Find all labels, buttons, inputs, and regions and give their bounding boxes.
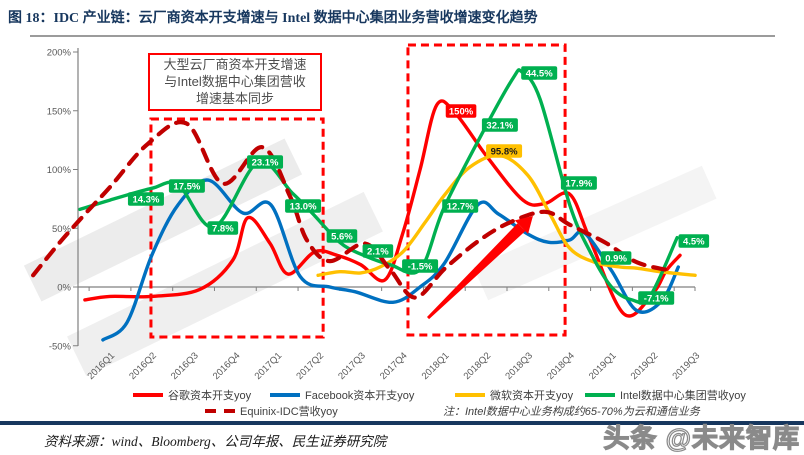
- annotation-line: 大型云厂商资本开支增速: [163, 57, 307, 72]
- data-label-badge: [486, 144, 523, 158]
- microsoft-line-sample: [455, 393, 485, 397]
- legend-label: Intel数据中心集团营收yoy: [620, 390, 746, 402]
- data-label-badge: [445, 104, 477, 118]
- x-axis-label: 2019Q3: [670, 350, 702, 382]
- data-label-badge: [560, 176, 597, 190]
- data-label-text: 23.1%: [252, 157, 279, 168]
- data-label-text: 4.5%: [683, 236, 705, 247]
- data-label-text: 14.3%: [132, 194, 159, 205]
- google-line-sample: [133, 393, 163, 397]
- trend-arrow-shaft: [426, 223, 526, 320]
- x-axis-label: 2018Q3: [503, 350, 535, 382]
- data-label-badge: [442, 199, 479, 213]
- data-label-badge: [678, 234, 710, 248]
- data-label-badge: [168, 179, 205, 193]
- x-axis-label: 2016Q1: [85, 350, 117, 382]
- data-label-text: 95.8%: [491, 146, 518, 157]
- data-label-text: 2.1%: [367, 246, 389, 257]
- annotation-line: 增速基本同步: [195, 90, 274, 106]
- data-label-badge: [481, 118, 518, 132]
- x-axis-label: 2019Q2: [629, 350, 661, 382]
- data-label-badge: [127, 192, 164, 206]
- legend-note: 注：Intel数据中心业务构成约65-70%为云和通信业务: [443, 406, 700, 418]
- x-axis-label: 2017Q4: [378, 350, 410, 382]
- data-label-text: 32.1%: [486, 120, 513, 131]
- data-label-text: 44.5%: [526, 68, 553, 79]
- x-axis-label: 2018Q1: [420, 350, 452, 382]
- equinix-idc-revenue-line: [31, 120, 673, 300]
- trend-arrow-head: [514, 216, 533, 234]
- x-axis-label: 2017Q1: [253, 350, 285, 382]
- data-label-text: 17.9%: [565, 178, 592, 189]
- y-axis-label: -50%: [49, 341, 72, 352]
- data-label-text: 0.9%: [605, 253, 627, 264]
- x-axis-label: 2016Q2: [127, 350, 159, 382]
- y-axis-label: 100%: [47, 165, 72, 176]
- legend-item-facebook: Facebook资本开支yoy: [270, 388, 414, 402]
- source-text: 资料来源：wind、Bloomberg、公司年报、民生证券研究院: [44, 434, 387, 449]
- data-label-text: 5.6%: [331, 231, 353, 242]
- equinix-line-sample: [205, 408, 235, 414]
- legend-item-google: 谷歌资本开支yoy: [133, 388, 251, 402]
- highlight-box: [406, 43, 567, 337]
- legend-item-intel: Intel数据中心集团营收yoy: [585, 388, 746, 402]
- y-axis-label: 150%: [47, 106, 72, 117]
- legend-label: 谷歌资本开支yoy: [168, 390, 252, 402]
- facebook-line-sample: [270, 393, 300, 397]
- data-label-text: 13.0%: [290, 201, 317, 212]
- figure-title: 图 18：IDC 产业链：云厂商资本开支增速与 Intel 数据中心集团业务营收…: [8, 11, 538, 26]
- y-axis-label: 200%: [47, 48, 72, 59]
- data-label-badge: [326, 229, 358, 243]
- data-label-badge: [521, 66, 558, 80]
- intel-line-sample: [585, 393, 615, 397]
- watermark-text: 头条 @未来智库: [603, 422, 800, 453]
- x-axis-label: 2019Q1: [587, 350, 619, 382]
- x-axis-label: 2016Q3: [169, 350, 201, 382]
- data-label-badge: [207, 221, 239, 235]
- y-axis-label: 50%: [52, 224, 72, 235]
- title-divider: [30, 35, 775, 37]
- data-label-badge: [600, 251, 632, 265]
- x-axis-label: 2017Q2: [294, 350, 326, 382]
- annotation-box: 大型云厂商资本开支增速 与Intel数据中心集团营收 增速基本同步: [148, 53, 322, 111]
- data-label-text: 12.7%: [447, 201, 474, 212]
- legend-label: 微软资本开支yoy: [490, 390, 574, 402]
- data-label-badge: [285, 199, 322, 213]
- data-label-text: 17.5%: [173, 181, 200, 192]
- data-label-badge: [402, 259, 439, 273]
- data-label-badge: [247, 155, 284, 169]
- data-label-badge: [638, 291, 675, 305]
- y-axis-label: 0%: [57, 283, 71, 294]
- data-label-badge: [362, 244, 394, 258]
- x-axis-label: 2016Q4: [211, 350, 243, 382]
- x-axis-label: 2017Q3: [336, 350, 368, 382]
- data-label-text: 150%: [449, 106, 474, 117]
- annotation-line: 与Intel数据中心集团营收: [164, 73, 306, 89]
- legend-label: Facebook资本开支yoy: [305, 390, 415, 402]
- x-axis-label: 2018Q4: [545, 350, 577, 382]
- legend-label: Equinix-IDC营收yoy: [240, 406, 338, 418]
- bottom-divider: [0, 421, 804, 425]
- legend-item-equinix: Equinix-IDC营收yoy: [205, 404, 338, 418]
- data-label-text: -1.5%: [408, 261, 433, 272]
- data-label-text: 7.8%: [212, 223, 234, 234]
- data-label-text: -7.1%: [644, 293, 669, 304]
- legend-item-microsoft: 微软资本开支yoy: [455, 388, 573, 402]
- x-axis-label: 2018Q2: [462, 350, 494, 382]
